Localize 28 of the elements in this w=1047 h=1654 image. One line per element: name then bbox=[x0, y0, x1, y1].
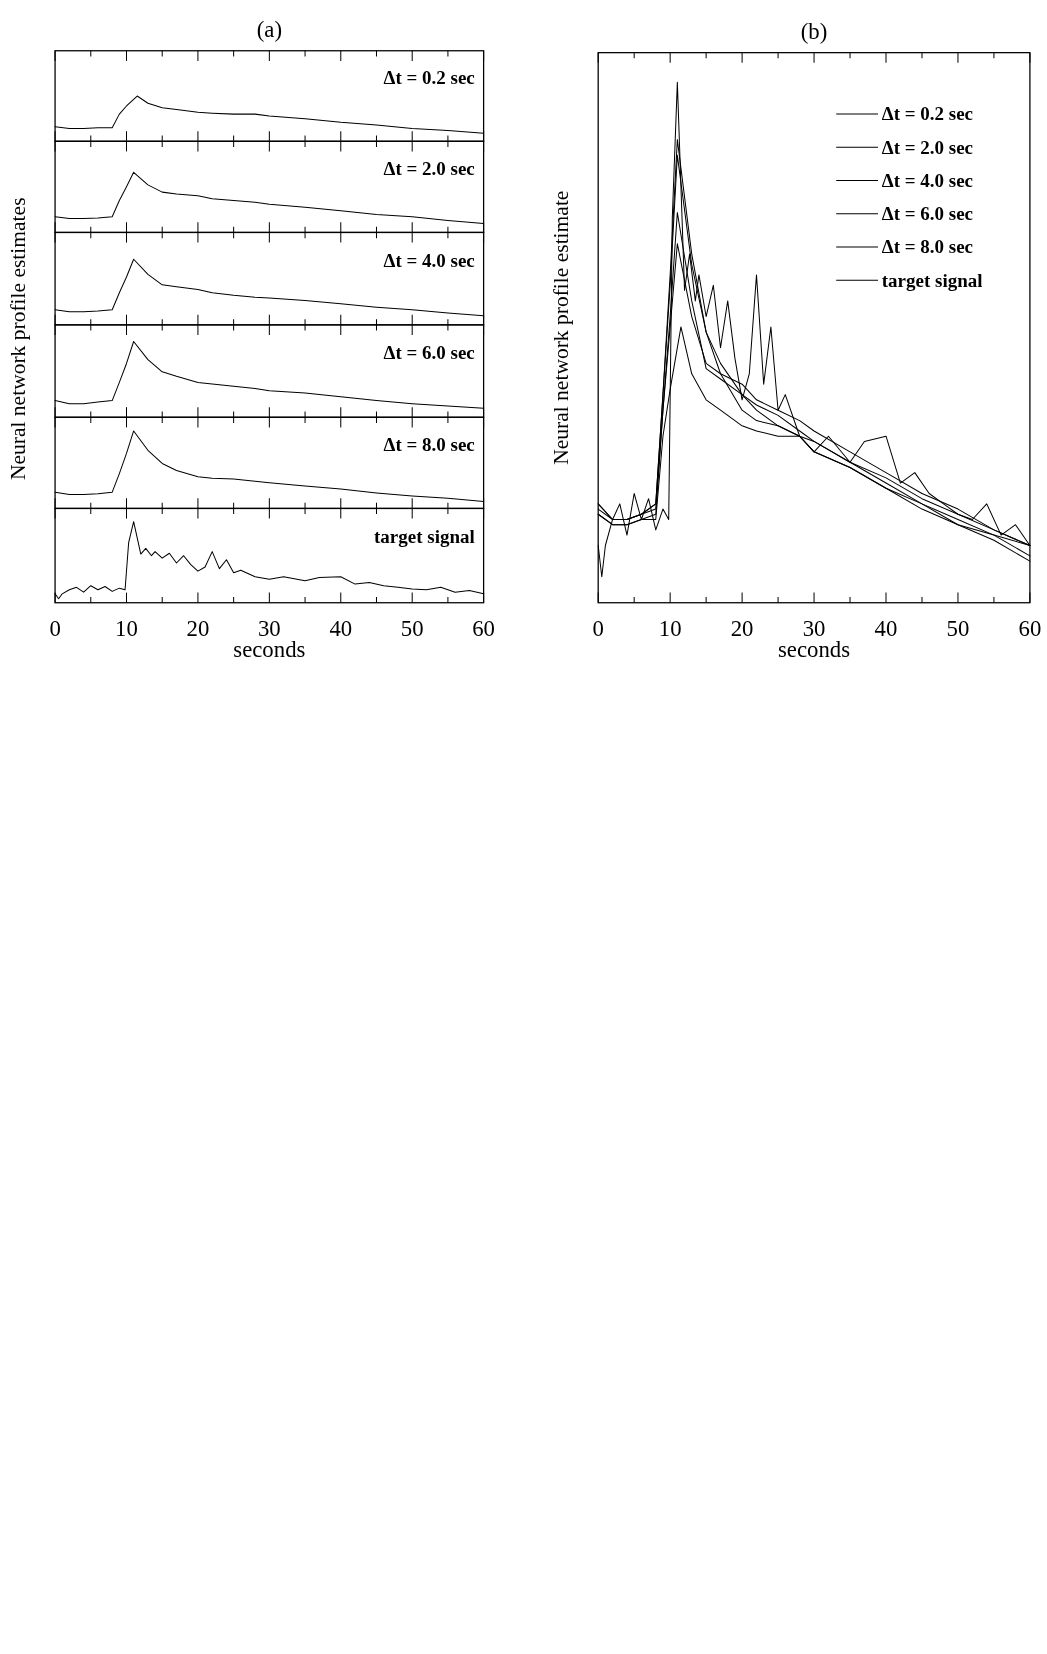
x-tick-label: 0 bbox=[592, 615, 604, 641]
x-tick-label: 60 bbox=[1018, 615, 1042, 641]
x-tick-label: 10 bbox=[658, 615, 682, 641]
x-tick-label: 60 bbox=[472, 615, 495, 641]
x-tick-label: 10 bbox=[115, 615, 138, 641]
x-tick-label: 40 bbox=[874, 615, 898, 641]
x-tick-label: 40 bbox=[329, 615, 353, 641]
chart-title: (a) bbox=[256, 16, 282, 42]
y-axis-title: Neural network profile estimate bbox=[548, 190, 573, 465]
legend-label: Δt = 2.0 sec bbox=[383, 158, 475, 180]
legend-label: Δt = 4.0 sec bbox=[383, 249, 475, 271]
x-tick-label: 0 bbox=[49, 615, 61, 641]
chart-title: (b) bbox=[800, 18, 828, 44]
legend-label: Δt = 0.2 sec bbox=[881, 103, 974, 125]
x-tick-label: 50 bbox=[946, 615, 970, 641]
legend-label: Δt = 0.2 sec bbox=[383, 67, 475, 89]
x-tick-label: 20 bbox=[186, 615, 210, 641]
legend-label: Δt = 4.0 sec bbox=[881, 169, 974, 191]
x-tick-label: 20 bbox=[730, 615, 754, 641]
legend-label: Δt = 8.0 sec bbox=[383, 434, 475, 456]
legend-label: target signal bbox=[374, 525, 475, 547]
legend-label: Δt = 2.0 sec bbox=[881, 136, 974, 158]
legend-label: Δt = 6.0 sec bbox=[383, 342, 475, 364]
x-tick-label: 50 bbox=[400, 615, 424, 641]
y-axis-title: Neural network profile estimates bbox=[5, 197, 30, 481]
legend-label: Δt = 6.0 sec bbox=[881, 203, 974, 225]
legend-label: target signal bbox=[881, 269, 983, 291]
legend-label: Δt = 8.0 sec bbox=[881, 236, 974, 258]
